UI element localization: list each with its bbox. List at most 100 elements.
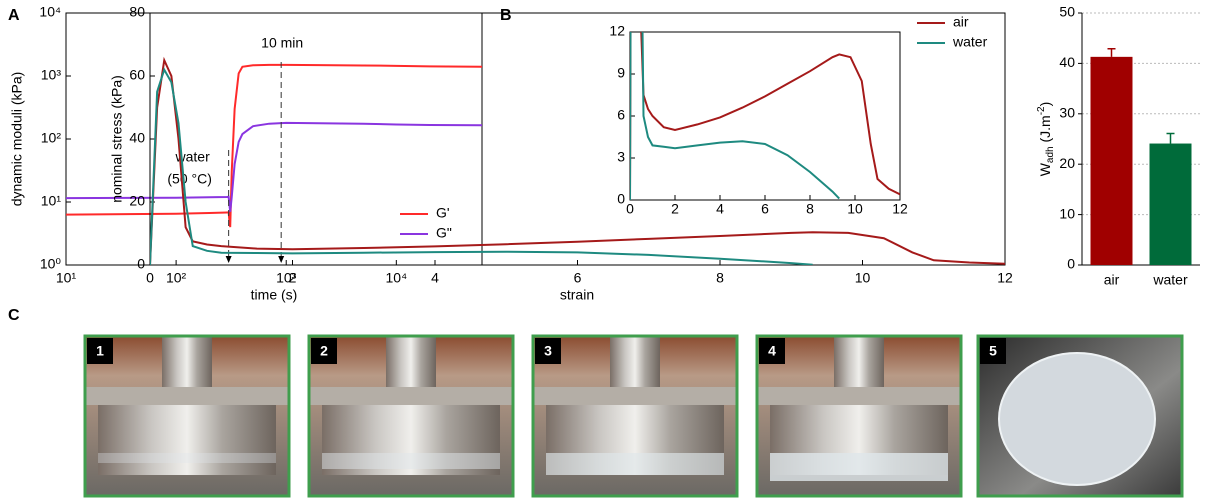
- x-tick-label: 10³: [276, 270, 297, 286]
- x-tick-label: 10¹: [56, 270, 77, 286]
- x-tick-label: 2: [671, 201, 679, 217]
- y-tick-label: 6: [617, 107, 625, 123]
- panel-label: A: [8, 7, 20, 24]
- photo-plate: [84, 387, 290, 405]
- photo-frame: [83, 334, 291, 498]
- x-tick-label: 8: [716, 270, 724, 286]
- annotation-text: 10 min: [261, 35, 303, 51]
- line-series: [630, 32, 840, 200]
- x-tick-label: 10⁴: [386, 270, 408, 286]
- x-tick-label: 8: [806, 201, 814, 217]
- frame-number-bg: [87, 338, 113, 364]
- bar: [1149, 143, 1192, 265]
- x-tick-label: 4: [431, 270, 439, 286]
- legend-label: G': [436, 205, 450, 221]
- x-tick-label: 4: [716, 201, 724, 217]
- photo-gap: [98, 453, 276, 463]
- line-series: [630, 32, 900, 200]
- y-axis-label: nominal stress (kPa): [109, 75, 125, 203]
- legend-label: water: [952, 34, 988, 50]
- x-axis-label: time (s): [251, 287, 298, 303]
- y-tick-label: 10⁴: [39, 4, 61, 20]
- panel-label: B: [500, 7, 512, 24]
- frame-number-bg: [535, 338, 561, 364]
- y-tick-label: 0: [617, 191, 625, 207]
- series-group: [630, 32, 900, 200]
- photo-frame: [307, 334, 515, 498]
- photo-shaft: [610, 335, 660, 395]
- y-axis-label-part: W: [1037, 162, 1053, 176]
- photo-plate: [308, 387, 514, 405]
- error-bar: [1107, 48, 1116, 57]
- frame-number-bg: [759, 338, 785, 364]
- y-tick-label: 0: [1067, 256, 1075, 272]
- x-axis-label: strain: [560, 287, 594, 303]
- x-tick-label: 0: [626, 201, 634, 217]
- y-tick-label: 10²: [41, 130, 62, 146]
- y-axis-label-part: -2: [1036, 106, 1047, 115]
- y-tick-label: 50: [1059, 4, 1075, 20]
- frame-number: 3: [544, 343, 552, 359]
- y-axis-label: dynamic moduli (kPa): [9, 72, 25, 207]
- frame-number-bg: [311, 338, 337, 364]
- y-axis-label-part: ): [1037, 102, 1053, 107]
- annotation-arrow: [225, 256, 232, 263]
- photo-shaft: [162, 335, 212, 395]
- photo-shaft: [834, 335, 884, 395]
- x-tick-label: 0: [146, 270, 154, 286]
- photo-disc: [998, 352, 1156, 486]
- annotation-note: (50 °C): [167, 171, 212, 187]
- x-tick-label: 6: [574, 270, 582, 286]
- x-tick-label: air: [1104, 272, 1120, 288]
- line-series: [66, 63, 482, 228]
- error-bar: [1166, 132, 1175, 144]
- series-group: [66, 63, 482, 228]
- y-tick-label: 60: [129, 67, 145, 83]
- frame-number: 4: [768, 343, 776, 359]
- frame-number-bg: [980, 338, 1006, 364]
- y-axis-label-part: (J.m: [1037, 115, 1053, 146]
- y-tick-label: 20: [129, 193, 145, 209]
- y-axis-label-part: adh: [1045, 146, 1056, 163]
- y-tick-label: 10⁰: [40, 256, 62, 272]
- frame-number: 1: [96, 343, 104, 359]
- x-tick-label: 2: [289, 270, 297, 286]
- inset-bg: [630, 32, 900, 200]
- x-tick-label: 6: [761, 201, 769, 217]
- line-series: [150, 67, 813, 265]
- y-tick-label: 20: [1059, 155, 1075, 171]
- photo-body: [98, 405, 276, 475]
- photo-plate: [756, 387, 962, 405]
- line-series: [150, 56, 1005, 265]
- bar: [1090, 56, 1133, 266]
- photo-gap: [546, 453, 724, 475]
- plot-frame: [65, 12, 483, 266]
- x-tick-label: 12: [997, 270, 1013, 286]
- photo-frame: [976, 334, 1184, 498]
- legend-label: air: [953, 14, 969, 30]
- x-tick-label: 10: [847, 201, 863, 217]
- x-tick-label: 10²: [166, 270, 187, 286]
- y-axis-label: Wadh (J.m-2): [1036, 102, 1056, 177]
- y-tick-label: 12: [609, 23, 625, 39]
- legend-label: G": [436, 225, 452, 241]
- frame-number: 2: [320, 343, 328, 359]
- y-tick-label: 10¹: [41, 193, 62, 209]
- series-group: [150, 56, 1005, 265]
- photo-panel: 1 2 3 4 5: [83, 334, 1184, 498]
- y-tick-label: 10³: [41, 67, 62, 83]
- y-tick-label: 80: [129, 4, 145, 20]
- annotation-arrow: [278, 256, 285, 263]
- x-tick-label: 10: [855, 270, 871, 286]
- x-tick-label: water: [1152, 272, 1188, 288]
- x-tick-label: 12: [892, 201, 908, 217]
- y-tick-label: 3: [617, 149, 625, 165]
- y-tick-label: 0: [137, 256, 145, 272]
- photo-gap: [770, 453, 948, 481]
- line-series: [66, 121, 482, 212]
- photo-frame: [531, 334, 739, 498]
- frame-number: 5: [989, 343, 997, 359]
- photo-frame: [755, 334, 963, 498]
- y-tick-label: 40: [129, 130, 145, 146]
